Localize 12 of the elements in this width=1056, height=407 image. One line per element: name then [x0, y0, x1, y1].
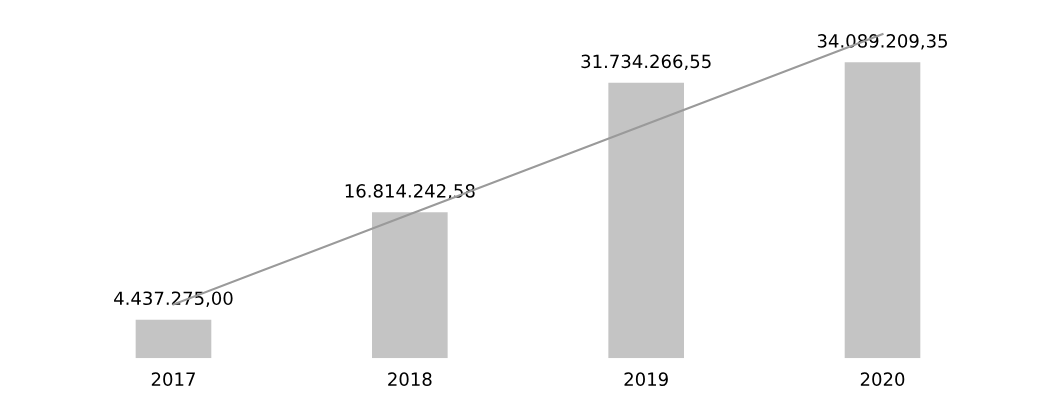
bar	[844, 62, 921, 359]
x-tick-label: 2018	[388, 372, 432, 387]
data-label: 31.734.266,55	[581, 54, 711, 71]
x-tick-label: 2019	[624, 372, 668, 387]
data-label: 4.437.275,00	[114, 291, 233, 307]
bar	[372, 212, 448, 359]
bar	[608, 82, 684, 359]
x-tick-label: 2017	[151, 372, 195, 387]
x-tick-label: 2020	[860, 372, 905, 387]
data-label: 34.089.209,35	[817, 34, 947, 50]
bar	[135, 319, 212, 359]
data-label: 16.814.242,58	[345, 183, 475, 200]
